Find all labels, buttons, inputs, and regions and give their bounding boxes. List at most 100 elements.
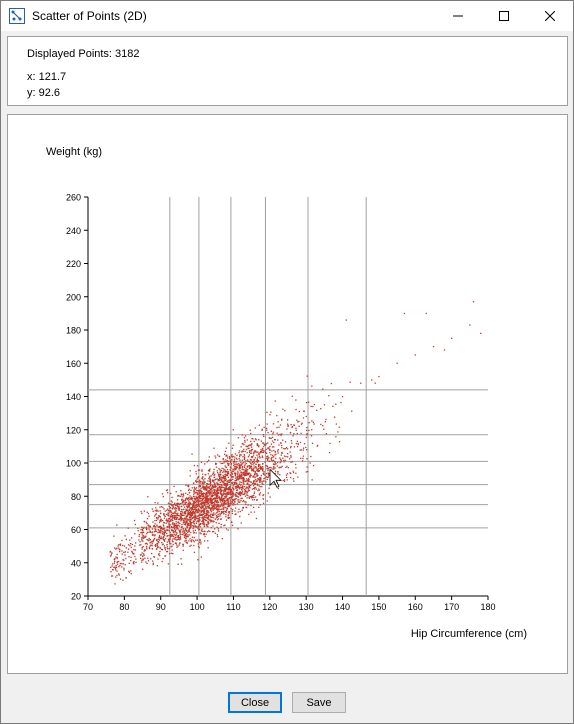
scatter-point xyxy=(175,537,177,539)
scatter-point xyxy=(196,497,198,499)
scatter-point xyxy=(216,499,218,501)
scatter-point xyxy=(256,461,258,463)
scatter-point xyxy=(223,501,225,503)
scatter-point xyxy=(199,503,202,505)
scatter-point xyxy=(168,540,170,542)
scatter-point xyxy=(281,452,283,454)
scatter-point xyxy=(182,504,185,506)
scatter-point xyxy=(237,496,239,498)
scatter-point xyxy=(192,521,194,524)
scatter-point xyxy=(256,444,258,446)
scatter-point xyxy=(199,482,201,484)
window-close-button[interactable] xyxy=(527,1,573,31)
scatter-point xyxy=(179,522,181,525)
scatter-point xyxy=(220,493,222,495)
scatter-point xyxy=(256,474,258,476)
scatter-point xyxy=(290,456,292,458)
scatter-point xyxy=(170,503,172,505)
scatter-point xyxy=(290,445,292,448)
scatter-point xyxy=(202,501,204,503)
scatter-point xyxy=(221,496,223,498)
scatter-point xyxy=(185,529,187,531)
minimize-button[interactable] xyxy=(435,1,481,31)
scatter-point xyxy=(290,447,292,449)
scatter-point xyxy=(224,476,226,478)
scatter-point xyxy=(273,467,275,469)
scatter-point xyxy=(258,489,261,491)
scatter-point xyxy=(171,518,173,520)
scatter-point xyxy=(222,491,225,493)
scatter-point xyxy=(209,498,211,501)
scatter-point xyxy=(189,513,191,515)
scatter-point xyxy=(207,473,209,475)
scatter-point xyxy=(221,494,223,496)
scatter-point xyxy=(224,500,226,502)
scatter-point xyxy=(152,534,155,536)
close-button[interactable]: Close xyxy=(228,692,282,713)
scatter-point xyxy=(242,500,244,503)
scatter-point xyxy=(251,468,253,471)
scatter-point xyxy=(320,423,322,426)
scatter-point xyxy=(211,485,213,488)
scatter-point xyxy=(250,495,252,498)
scatter-point xyxy=(148,537,150,540)
scatter-point xyxy=(243,499,245,502)
scatter-point xyxy=(322,388,324,390)
scatter-point xyxy=(158,536,161,538)
scatter-point xyxy=(284,410,286,412)
scatter-point xyxy=(206,523,208,525)
scatter-point xyxy=(216,519,219,521)
scatter-point xyxy=(267,472,269,474)
maximize-button[interactable] xyxy=(481,1,527,31)
scatter-point xyxy=(451,337,453,339)
scatter-point xyxy=(217,488,219,490)
scatter-point xyxy=(255,473,257,475)
scatter-point xyxy=(179,539,181,541)
scatter-point xyxy=(240,481,242,484)
scatter-point xyxy=(198,523,200,525)
scatter-point xyxy=(217,496,220,498)
scatter-point xyxy=(243,477,245,479)
scatter-point xyxy=(213,505,215,507)
scatter-point xyxy=(177,505,180,508)
scatter-point xyxy=(211,493,213,495)
scatter-point xyxy=(262,483,264,485)
title-bar[interactable]: Scatter of Points (2D) xyxy=(1,1,573,31)
scatter-point xyxy=(199,494,202,497)
scatter-point xyxy=(192,505,194,507)
scatter-point xyxy=(285,474,287,476)
scatter-point xyxy=(285,447,288,449)
plot-panel[interactable]: 20 40 60 80 100 120 140 160 180 200 220 240 260 70 80 9… xyxy=(7,114,568,674)
scatter-point xyxy=(283,448,285,450)
scatter-point xyxy=(231,470,233,472)
scatter-point xyxy=(160,520,162,522)
scatter-point xyxy=(232,460,235,463)
scatter-point xyxy=(153,538,155,541)
scatter-point xyxy=(241,489,243,491)
scatter-point xyxy=(240,499,242,501)
scatter-point xyxy=(203,532,205,535)
scatter-point xyxy=(204,523,206,525)
scatter-point xyxy=(152,560,154,562)
scatter-point xyxy=(231,491,233,493)
scatter-point xyxy=(278,467,280,469)
scatter-point xyxy=(216,496,218,498)
scatter-point xyxy=(265,444,267,446)
scatter-point xyxy=(256,460,258,462)
scatter-point xyxy=(275,457,277,460)
scatter-point xyxy=(168,526,171,528)
scatter-point xyxy=(215,489,218,491)
scatter-point xyxy=(270,437,272,439)
scatter-point xyxy=(170,546,172,548)
scatter-point xyxy=(202,492,205,494)
scatter-point xyxy=(160,548,163,550)
save-button[interactable]: Save xyxy=(292,692,346,713)
scatter-point xyxy=(191,487,193,489)
scatter-point xyxy=(205,513,208,515)
scatter-point xyxy=(289,472,291,474)
scatter-point xyxy=(130,559,132,562)
scatter-point xyxy=(113,535,115,537)
scatter-point xyxy=(180,513,182,515)
scatter-point xyxy=(232,499,234,502)
